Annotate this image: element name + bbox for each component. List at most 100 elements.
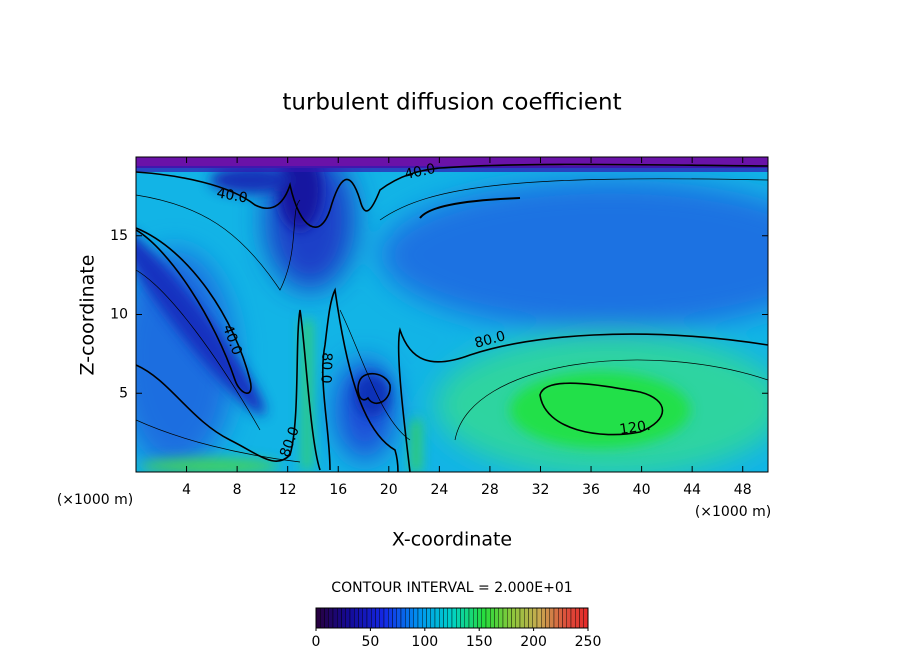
colorbar-cell [362, 607, 368, 629]
colorbar-cell [456, 607, 461, 629]
colorbar-cell [498, 607, 504, 629]
x-tick-label: 48 [734, 482, 752, 498]
colorbar-cell [332, 607, 338, 629]
contour-label: 120. [618, 418, 651, 438]
colorbar-cell [426, 607, 431, 629]
colorbar-cell [392, 607, 397, 629]
contour-label: 40.0 [403, 161, 437, 183]
colorbar-cell [358, 607, 363, 629]
colorbar-cell [532, 607, 538, 629]
colorbar-cell [315, 607, 321, 629]
contour-label: 40.0 [215, 185, 248, 206]
x-unit-label: (×1000 m) [57, 492, 133, 508]
colorbar-cell [379, 607, 385, 629]
colorbar-cell [583, 607, 589, 629]
colorbar-cell [528, 607, 533, 629]
x-tick-label: 44 [683, 482, 701, 498]
x-tick-label: 28 [481, 482, 499, 498]
x-tick-label: 16 [329, 482, 347, 498]
colorbar-cell [354, 607, 359, 629]
x-tick-label: 12 [279, 482, 297, 498]
colorbar-cell [439, 607, 444, 629]
contour-label: 80.0 [317, 352, 334, 384]
colorbar-cell [451, 607, 457, 629]
contour-line [357, 372, 391, 404]
contour-interval: CONTOUR INTERVAL = 2.000E+01 [331, 580, 572, 596]
colorbar-tick-label: 150 [466, 634, 493, 650]
colorbar-cell [502, 607, 508, 629]
y-tick-label: 10 [110, 307, 128, 323]
x-axis-label: X-coordinate [392, 529, 512, 551]
x-tick-label: 36 [582, 482, 600, 498]
colorbar-cell [337, 607, 342, 629]
colorbar-cell [490, 607, 495, 629]
colorbar-cell [515, 607, 521, 629]
colorbar-cell [371, 607, 376, 629]
x-tick-label: 24 [430, 482, 448, 498]
colorbar-cell [345, 607, 351, 629]
x-tick-label: 32 [532, 482, 550, 498]
colorbar-cell [464, 607, 470, 629]
colorbar-cell [443, 607, 448, 629]
x-tick-label: 20 [380, 482, 398, 498]
colorbar-cell [524, 607, 529, 629]
colorbar-cell [494, 607, 499, 629]
colorbar-cell [570, 607, 576, 629]
colorbar-cell [562, 607, 567, 629]
colorbar-cell [447, 607, 453, 629]
colorbar-cell [409, 607, 414, 629]
colorbar-cell [481, 607, 487, 629]
colorbar-cell [553, 607, 559, 629]
colorbar-cell [575, 607, 580, 629]
colorbar-cell [400, 607, 406, 629]
colorbar-cell [405, 607, 410, 629]
colorbar-cell [460, 607, 465, 629]
colorbar-cell [341, 607, 346, 629]
colorbar-frame [315, 607, 589, 629]
colorbar-cell [324, 607, 329, 629]
colorbar-cell [366, 607, 372, 629]
colorbar-cell [396, 607, 402, 629]
colorbar-tick-label: 250 [575, 634, 602, 650]
colorbar-cell [477, 607, 482, 629]
y-tick-label: 15 [110, 228, 128, 244]
colorbar-tick-label: 50 [361, 634, 379, 650]
contour-line [397, 327, 768, 472]
field [136, 157, 768, 472]
colorbar-cell [468, 607, 474, 629]
contour-label: 80.0 [473, 328, 507, 352]
colorbar-cell [422, 607, 427, 629]
colorbar-cell [541, 607, 546, 629]
y-axis-label: Z-coordinate [77, 255, 99, 376]
colorbar-cell [473, 607, 478, 629]
colorbar-cell [566, 607, 572, 629]
x-tick-label: 4 [182, 482, 191, 498]
colorbar-cell [511, 607, 516, 629]
colorbar-tick-label: 100 [411, 634, 438, 650]
colorbar-cell [519, 607, 525, 629]
colorbar-tick-label: 0 [312, 634, 321, 650]
y-tick-label: 5 [119, 385, 128, 401]
x-unit-label: (×1000 m) [695, 504, 771, 520]
colorbar-cell [549, 607, 555, 629]
colorbar-cell [328, 607, 334, 629]
colorbar-cell [434, 607, 440, 629]
colorbar-cell [545, 607, 550, 629]
contour-line [136, 163, 768, 228]
colorbar-cell [413, 607, 419, 629]
chart-title: turbulent diffusion coefficient [282, 90, 621, 116]
colorbar-cell [349, 607, 355, 629]
colorbar-cell [383, 607, 389, 629]
contour-line [136, 309, 321, 471]
colorbar-cell [388, 607, 393, 629]
colorbar-cell [536, 607, 542, 629]
colorbar-cell [507, 607, 512, 629]
colorbar-cell [579, 607, 584, 629]
colorbar-tick-label: 200 [520, 634, 547, 650]
colorbar-cell [558, 607, 563, 629]
contour-line [322, 287, 399, 472]
colorbar-cell [375, 607, 380, 629]
colorbar-cell [320, 607, 325, 629]
contour-line [539, 382, 664, 436]
